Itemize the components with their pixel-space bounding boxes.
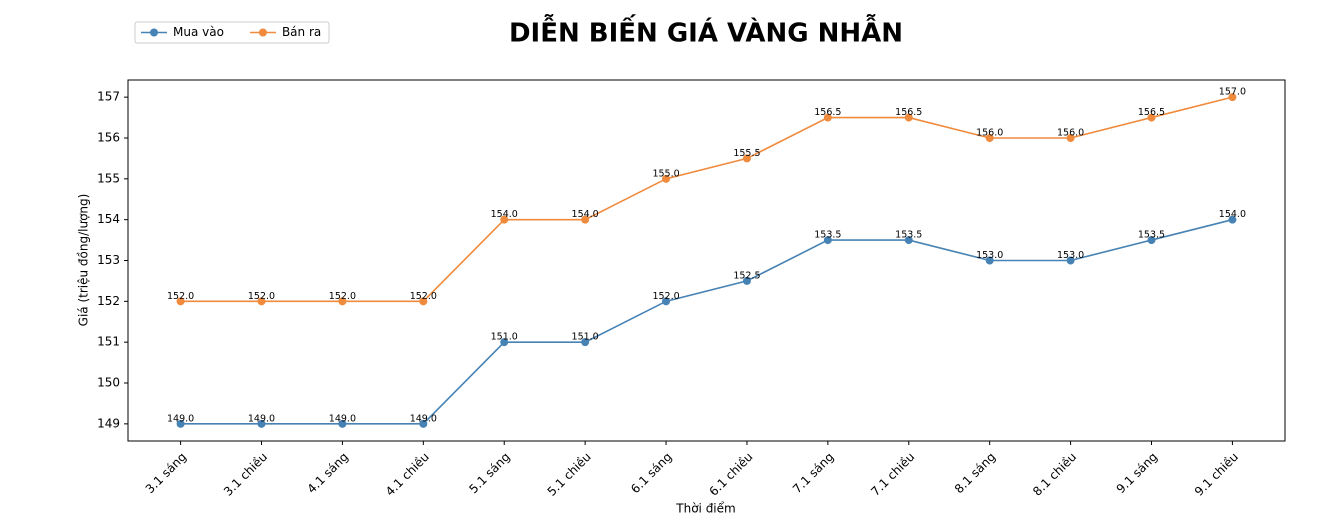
point bbox=[338, 297, 347, 306]
point bbox=[581, 215, 590, 224]
x-tick-label: 9.1 sáng bbox=[1114, 450, 1160, 496]
value-label: 154.0 bbox=[572, 209, 599, 220]
point bbox=[1066, 133, 1075, 142]
point bbox=[1228, 93, 1237, 102]
y-axis-label: Giá (triệu đồng/lượng) bbox=[77, 194, 91, 327]
x-tick-label: 4.1 chiều bbox=[383, 450, 432, 499]
legend-marker bbox=[258, 28, 267, 37]
value-label: 157.0 bbox=[1219, 87, 1246, 98]
point bbox=[338, 419, 347, 428]
value-label: 151.0 bbox=[491, 332, 518, 343]
point bbox=[742, 154, 751, 163]
x-tick-label: 6.1 sáng bbox=[628, 450, 674, 496]
value-label: 149.0 bbox=[167, 413, 194, 424]
point bbox=[1228, 215, 1237, 224]
y-tick-label: 151 bbox=[97, 335, 120, 349]
x-tick-label: 8.1 chiều bbox=[1030, 450, 1079, 499]
value-label: 154.0 bbox=[491, 209, 518, 220]
point bbox=[419, 419, 428, 428]
y-tick-label: 157 bbox=[97, 90, 120, 104]
value-label: 151.0 bbox=[572, 332, 599, 343]
y-tick-label: 154 bbox=[97, 212, 120, 226]
chart-title: DIỄN BIẾN GIÁ VÀNG NHẪN bbox=[509, 13, 903, 49]
value-label: 155.0 bbox=[652, 168, 679, 179]
y-tick-label: 155 bbox=[97, 171, 120, 185]
y-tick-label: 156 bbox=[97, 130, 120, 144]
x-tick-label: 4.1 sáng bbox=[305, 450, 351, 496]
x-tick-label: 7.1 sáng bbox=[790, 450, 836, 496]
legend-marker bbox=[150, 28, 158, 37]
point bbox=[500, 215, 509, 224]
x-tick-label: 7.1 chiều bbox=[868, 450, 917, 499]
value-label: 153.0 bbox=[976, 250, 1003, 261]
x-tick-label: 6.1 chiều bbox=[706, 450, 755, 499]
point bbox=[904, 236, 913, 245]
x-tick-label: 3.1 sáng bbox=[143, 450, 189, 496]
point bbox=[419, 297, 428, 306]
point bbox=[823, 113, 832, 122]
value-label: 152.0 bbox=[167, 291, 194, 302]
point bbox=[176, 297, 185, 306]
legend-label: Bán ra bbox=[282, 25, 321, 39]
value-label: 152.0 bbox=[410, 291, 437, 302]
value-label: 152.0 bbox=[248, 291, 275, 302]
value-label: 153.5 bbox=[1138, 230, 1165, 241]
value-label: 156.0 bbox=[1057, 127, 1084, 138]
y-tick-label: 153 bbox=[97, 253, 120, 267]
x-tick-label: 5.1 chiều bbox=[545, 450, 594, 499]
value-label: 149.0 bbox=[410, 413, 437, 424]
x-tick-label: 3.1 chiều bbox=[221, 450, 270, 499]
value-label: 153.5 bbox=[895, 230, 922, 241]
x-axis-label: Thời điểm bbox=[675, 502, 735, 516]
value-label: 149.0 bbox=[329, 413, 356, 424]
point bbox=[662, 174, 671, 183]
point bbox=[257, 419, 266, 428]
value-label: 152.0 bbox=[652, 291, 679, 302]
point bbox=[904, 113, 913, 122]
series-line bbox=[180, 96, 1233, 303]
point bbox=[176, 419, 185, 428]
x-tick-label: 9.1 chiều bbox=[1192, 450, 1241, 499]
legend-label: Mua vào bbox=[173, 25, 224, 39]
y-tick-label: 149 bbox=[97, 416, 120, 430]
x-tick-label: 5.1 sáng bbox=[466, 450, 512, 496]
point bbox=[985, 133, 994, 142]
value-label: 154.0 bbox=[1219, 209, 1246, 220]
point bbox=[1147, 236, 1156, 245]
value-label: 152.5 bbox=[733, 270, 760, 281]
point bbox=[662, 297, 671, 306]
y-tick-label: 150 bbox=[97, 376, 120, 390]
value-label: 153.0 bbox=[1057, 250, 1084, 261]
point bbox=[823, 236, 832, 245]
plot-frame bbox=[127, 79, 1286, 442]
point bbox=[1066, 256, 1075, 265]
value-label: 149.0 bbox=[248, 413, 275, 424]
value-label: 152.0 bbox=[329, 291, 356, 302]
point bbox=[500, 338, 509, 347]
point bbox=[257, 297, 266, 306]
legend-box bbox=[134, 21, 330, 44]
y-tick-label: 152 bbox=[97, 294, 120, 308]
point bbox=[581, 338, 590, 347]
value-label: 156.0 bbox=[976, 127, 1003, 138]
x-tick-label: 8.1 sáng bbox=[952, 450, 998, 496]
point bbox=[985, 256, 994, 265]
value-label: 153.5 bbox=[814, 230, 841, 241]
value-label: 155.5 bbox=[733, 148, 760, 159]
value-label: 156.5 bbox=[814, 107, 841, 118]
value-label: 156.5 bbox=[895, 107, 922, 118]
point bbox=[742, 276, 751, 285]
value-label: 156.5 bbox=[1138, 107, 1165, 118]
series-line bbox=[180, 218, 1233, 425]
point bbox=[1147, 113, 1156, 122]
